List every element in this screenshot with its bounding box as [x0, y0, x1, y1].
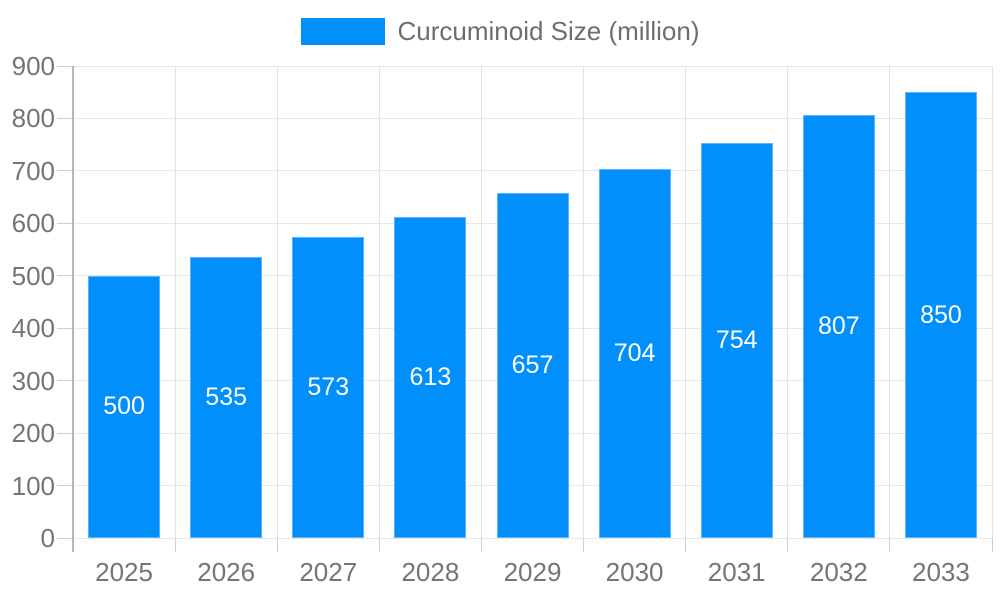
- bar-value-label: 613: [409, 362, 452, 391]
- y-axis-label: 100: [11, 470, 55, 501]
- y-axis-label: 500: [11, 260, 55, 291]
- x-gridline: [685, 66, 687, 538]
- x-axis-label: 2032: [809, 557, 868, 587]
- y-axis-tick: [57, 117, 73, 119]
- legend-label: Curcuminoid Size (million): [397, 16, 700, 46]
- y-axis-tick: [57, 170, 73, 172]
- x-axis-tick: [787, 538, 789, 552]
- bar[interactable]: 850: [904, 92, 977, 538]
- x-axis-tick: [685, 538, 687, 552]
- bar-value-label: 500: [103, 392, 145, 421]
- bar-value-label: 807: [817, 311, 860, 340]
- x-axis-tick: [583, 538, 585, 552]
- y-axis-label: 400: [11, 313, 55, 344]
- y-axis-tick: [57, 432, 73, 434]
- y-axis-line: [72, 66, 74, 552]
- x-axis-label: 2033: [912, 557, 970, 587]
- x-axis-label: 2026: [197, 557, 256, 587]
- bar-value-label: 535: [205, 383, 248, 412]
- y-gridline: [73, 537, 992, 539]
- x-axis-tick: [991, 538, 993, 552]
- bar[interactable]: 657: [496, 193, 569, 538]
- x-gridline: [480, 66, 482, 538]
- bar-value-label: 657: [511, 351, 554, 380]
- x-axis-label: 2027: [299, 557, 358, 587]
- x-gridline: [378, 66, 380, 538]
- x-axis-tick: [889, 538, 891, 552]
- x-axis-tick: [276, 538, 278, 552]
- bar[interactable]: 613: [394, 216, 467, 538]
- legend-item[interactable]: Curcuminoid Size (million): [300, 16, 700, 46]
- x-axis-tick: [480, 538, 482, 552]
- bar[interactable]: 704: [598, 168, 671, 538]
- bar-value-label: 850: [920, 300, 962, 329]
- y-axis-label: 800: [11, 103, 55, 134]
- x-gridline: [174, 66, 176, 538]
- y-axis-label: 200: [11, 418, 55, 449]
- y-axis-tick: [57, 65, 73, 67]
- x-axis-label: 2029: [503, 557, 562, 587]
- y-gridline: [73, 170, 992, 172]
- bar-value-label: 573: [307, 373, 350, 402]
- y-gridline: [73, 65, 992, 67]
- y-axis-tick: [57, 380, 73, 382]
- y-axis-label: 600: [11, 208, 55, 239]
- x-gridline: [583, 66, 585, 538]
- bar[interactable]: 573: [292, 237, 365, 538]
- x-axis-tick: [174, 538, 176, 552]
- bar[interactable]: 500: [88, 275, 161, 538]
- y-axis-label: 300: [11, 365, 55, 396]
- bar-value-label: 754: [715, 325, 758, 354]
- bar-value-label: 704: [613, 338, 656, 367]
- x-axis-label: 2030: [605, 557, 664, 587]
- bar[interactable]: 754: [700, 142, 773, 538]
- x-gridline: [889, 66, 891, 538]
- x-axis-label: 2028: [401, 557, 460, 587]
- y-axis-tick: [57, 537, 73, 539]
- legend-swatch: [300, 17, 385, 45]
- y-gridline: [73, 117, 992, 119]
- x-gridline: [991, 66, 993, 538]
- bar[interactable]: 535: [190, 257, 263, 538]
- x-axis-tick: [378, 538, 380, 552]
- legend: Curcuminoid Size (million): [0, 16, 1000, 46]
- x-gridline: [276, 66, 278, 538]
- y-axis-tick: [57, 327, 73, 329]
- y-axis-label: 900: [11, 51, 55, 81]
- y-axis-tick: [57, 222, 73, 224]
- y-axis-tick: [57, 485, 73, 487]
- y-axis-tick: [57, 275, 73, 277]
- bar[interactable]: 807: [802, 114, 875, 538]
- x-axis-label: 2031: [707, 557, 766, 587]
- x-gridline: [787, 66, 789, 538]
- y-axis-label: 700: [11, 155, 55, 186]
- y-axis-label: 0: [40, 523, 55, 553]
- x-axis-label: 2025: [95, 557, 153, 587]
